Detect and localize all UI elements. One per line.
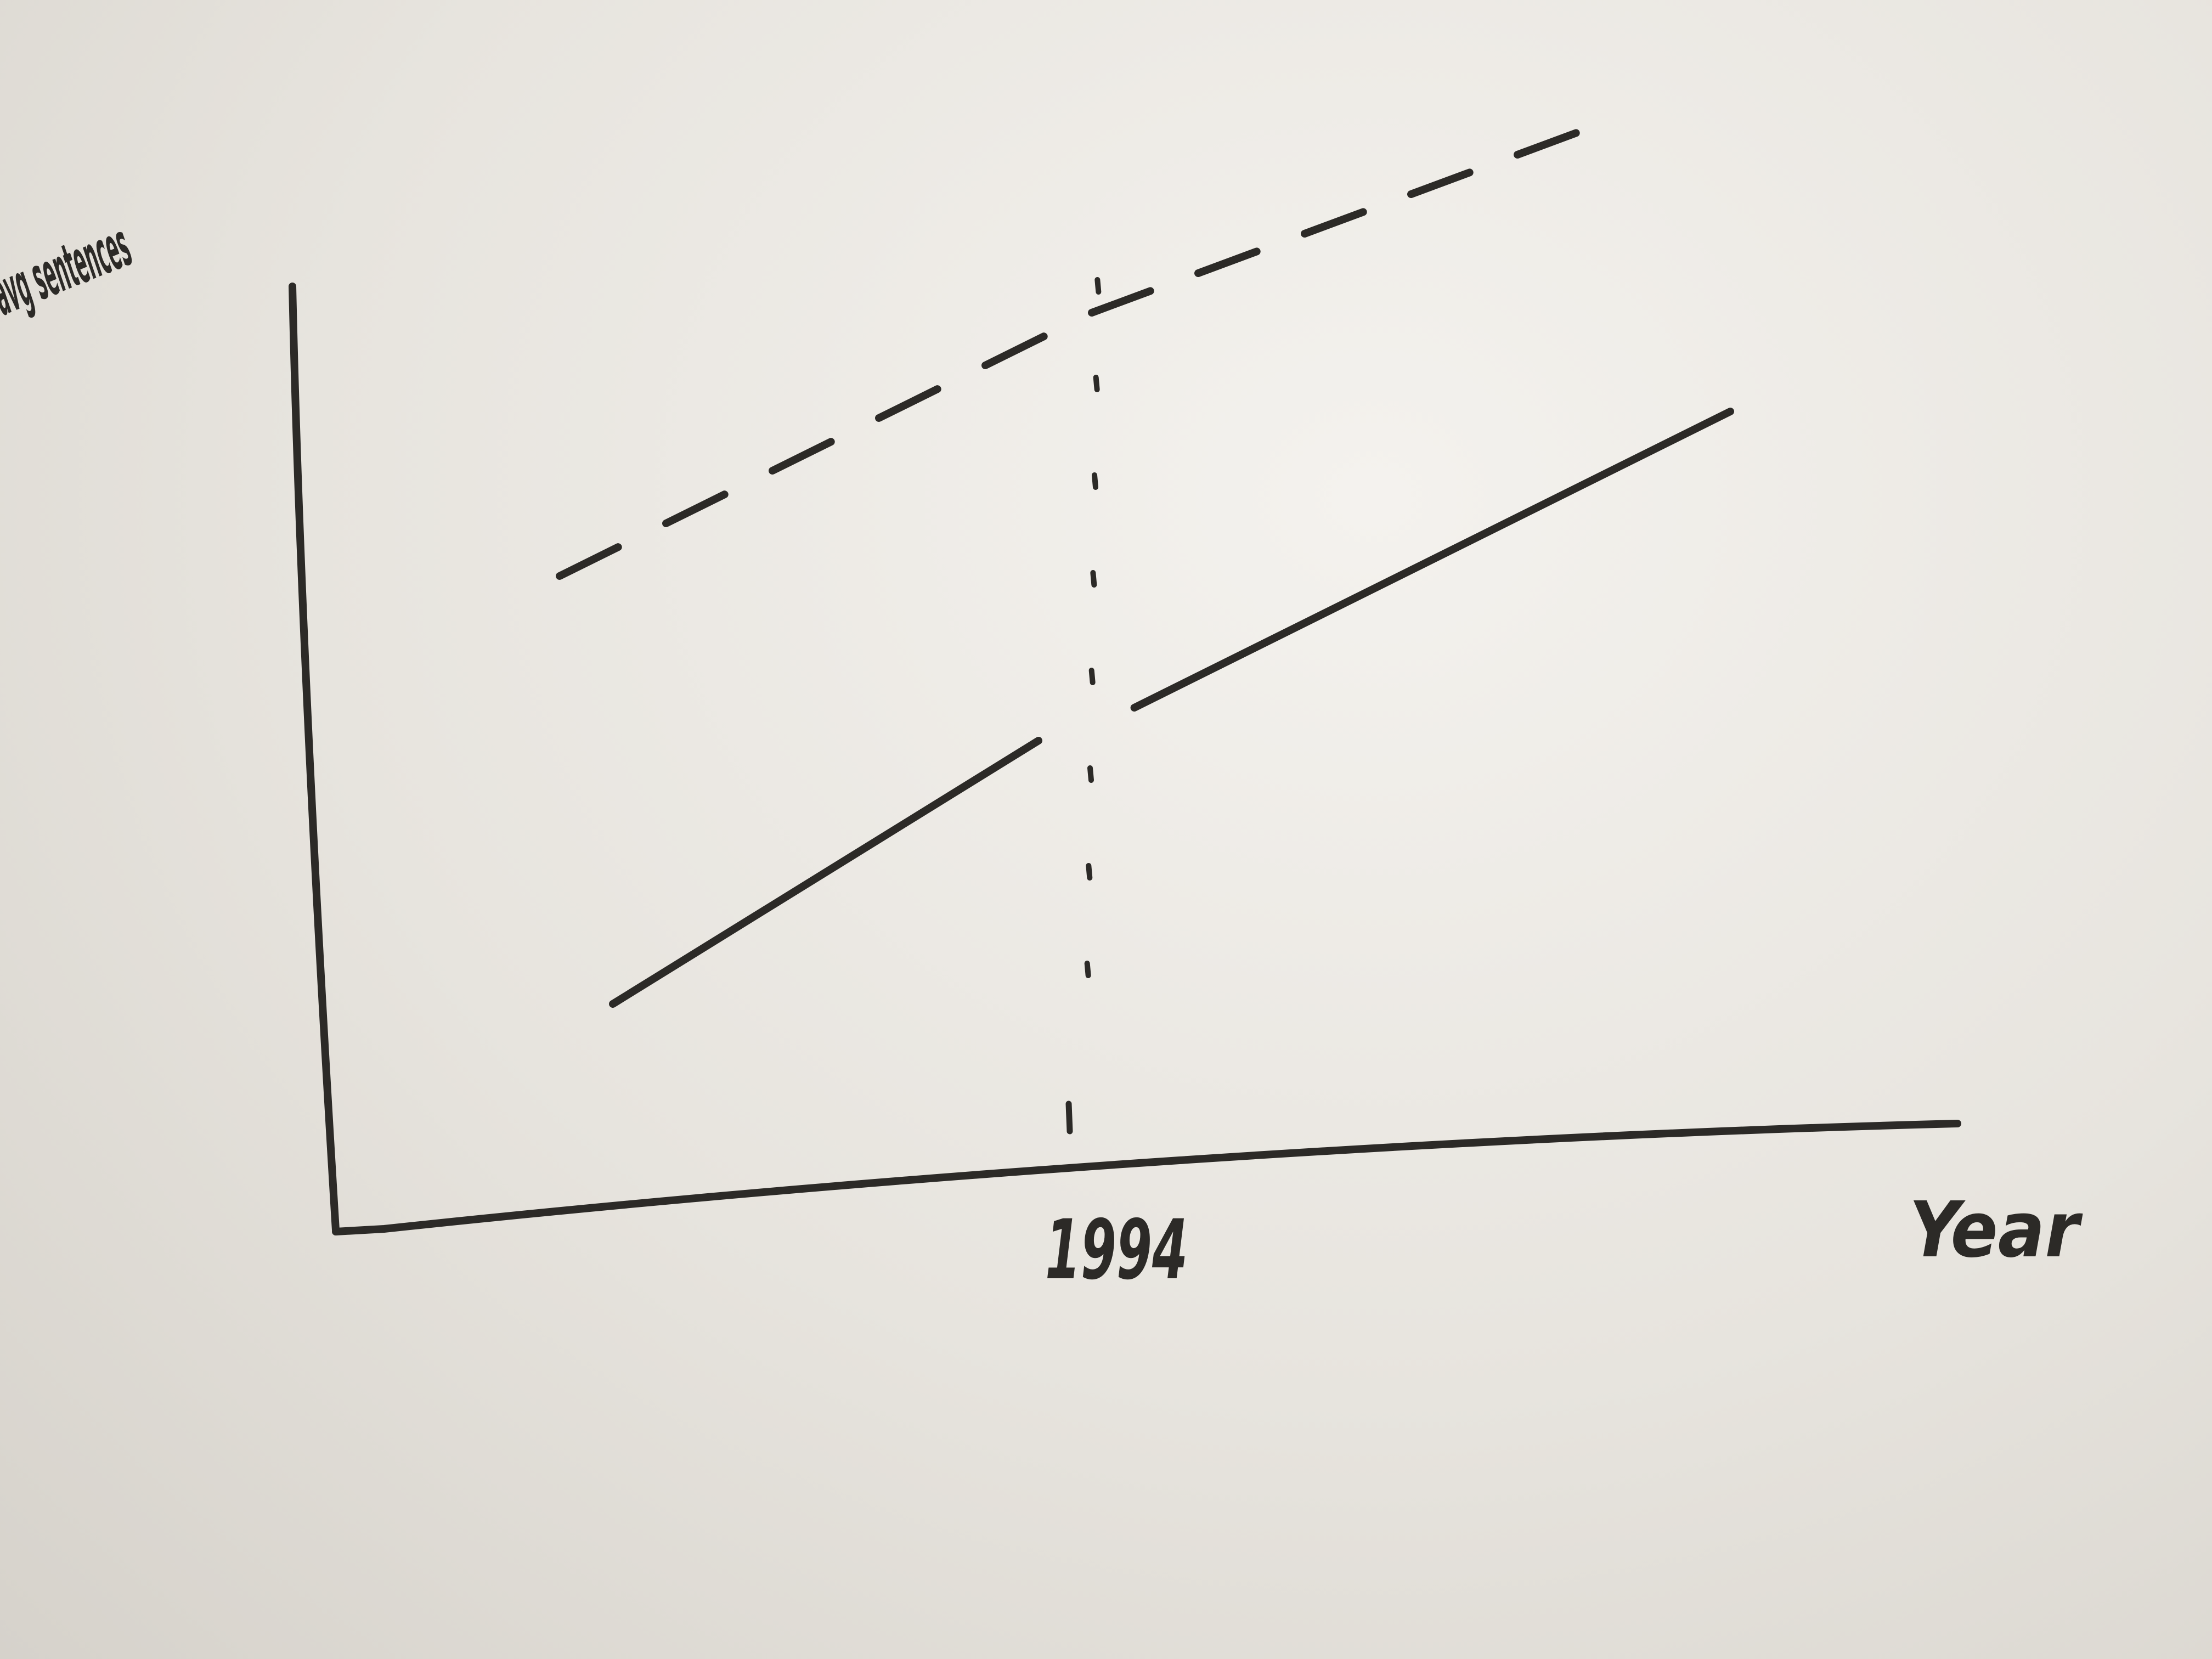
x-axis-label: Year xyxy=(1909,1186,2083,1275)
dashed-series-dash xyxy=(769,438,835,475)
y-axis xyxy=(289,283,340,1234)
x-tick-label-1994: 1994 xyxy=(1045,1203,1188,1298)
dotted-line-dot xyxy=(1086,863,1093,881)
dotted-line-dot xyxy=(1084,961,1091,978)
vertical-dotted-line-1994 xyxy=(1084,277,1102,978)
x-axis xyxy=(332,1120,1961,1235)
dashed-series-dash xyxy=(875,385,941,422)
dotted-line-dot xyxy=(1094,277,1102,295)
dashed-series-dash xyxy=(981,332,1048,369)
dashed-series-dash xyxy=(1514,129,1580,159)
dotted-line-dot xyxy=(1088,668,1096,685)
year-1994-tick xyxy=(1065,1101,1073,1135)
solid-series xyxy=(609,408,1734,1008)
y-axis-label-line1: avg sentences xyxy=(0,210,140,329)
dotted-line-dot xyxy=(1090,570,1097,588)
dashed-series-dash xyxy=(1407,168,1474,198)
dotted-line-dot xyxy=(1092,472,1099,490)
dashed-series-dash xyxy=(1301,208,1367,238)
solid-series-segment xyxy=(1130,408,1734,712)
solid-series-segment xyxy=(609,737,1042,1008)
dotted-line-dot xyxy=(1087,765,1094,783)
dashed-series-dash xyxy=(1088,287,1154,317)
dashed-series-dash xyxy=(556,543,622,580)
dashed-series-dash xyxy=(1194,247,1261,277)
dotted-line-dot xyxy=(1093,375,1100,392)
dashed-series-dash xyxy=(662,490,729,527)
dashed-series xyxy=(556,129,1580,580)
